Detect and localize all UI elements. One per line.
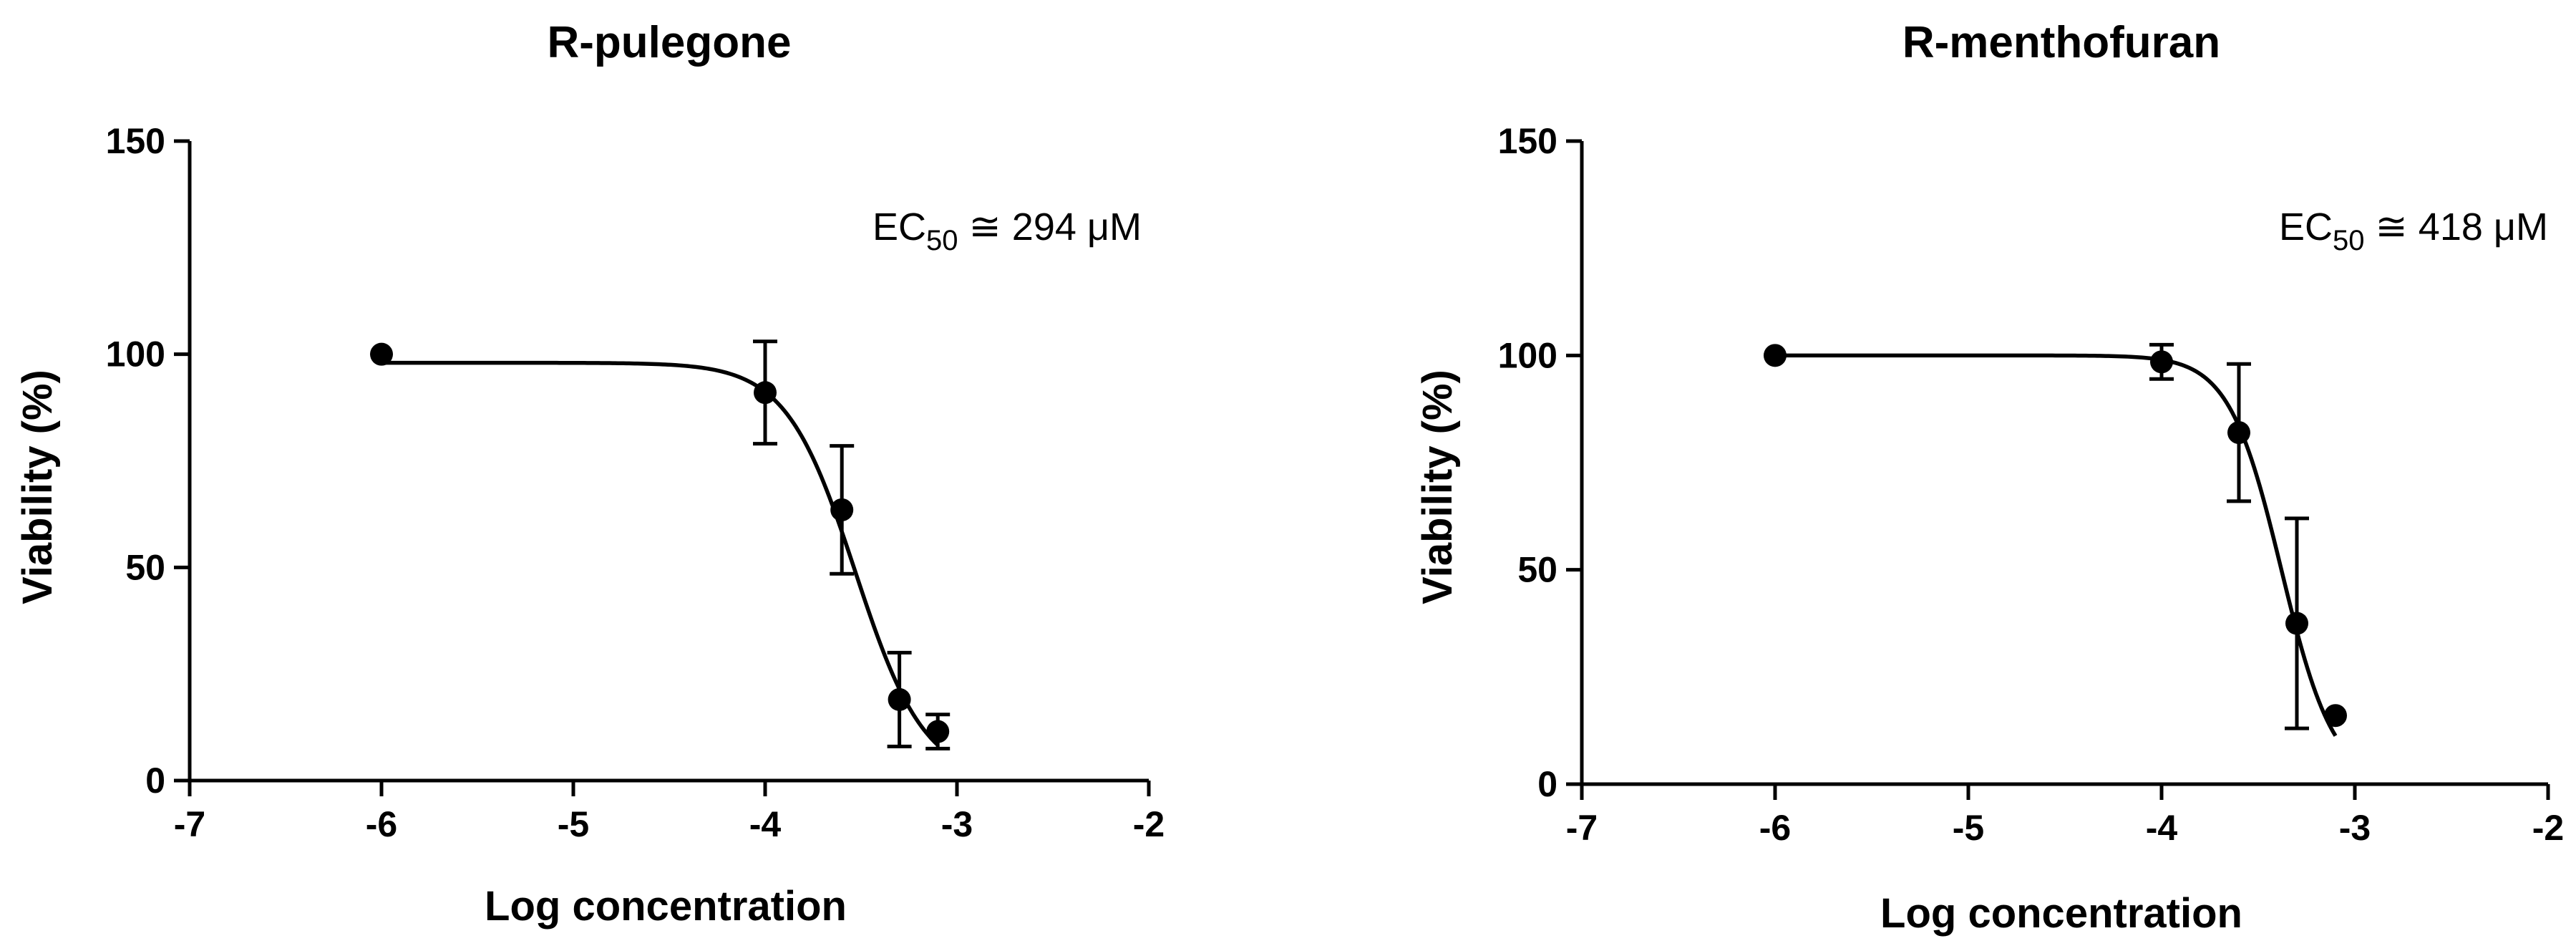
y-axis-label: Viability (%): [14, 370, 61, 604]
y-axis-label: Viability (%): [1414, 370, 1461, 604]
fit-curve: [381, 360, 940, 747]
x-axis-label: Log concentration: [1880, 890, 2242, 937]
x-tick-label: -7: [1566, 808, 1598, 848]
data-point: [1764, 344, 1787, 367]
y-tick-label: 150: [1498, 121, 1557, 161]
chart-title: R-menthofuran: [1902, 18, 2220, 67]
x-tick-label: -3: [2339, 808, 2371, 848]
axes: 0 50 100 150 -7 -6 -5 -4 -3 -2: [106, 121, 1165, 844]
axes: 0 50 100 150 -7 -6 -5 -4 -3 -2: [1498, 121, 2565, 848]
y-tick-label: 100: [1498, 335, 1557, 375]
chart-title: R-pulegone: [548, 18, 792, 67]
data-point: [2227, 421, 2250, 445]
x-tick-label: -7: [174, 804, 205, 844]
ec50-subscript: 50: [2333, 225, 2365, 256]
data-point: [888, 687, 911, 711]
y-tick-label: 150: [106, 121, 165, 161]
x-tick-label: -3: [941, 804, 973, 844]
data-point: [370, 342, 393, 366]
data-point: [2150, 350, 2173, 374]
x-tick-label: -2: [1133, 804, 1165, 844]
ec50-prefix: EC: [873, 206, 926, 248]
ec50-annotation: EC50 ≅ 294 μM: [873, 206, 1142, 256]
data-point: [754, 381, 777, 405]
data-point: [830, 498, 854, 521]
y-tick-label: 0: [1537, 764, 1557, 804]
ec50-value: ≅ 294 μM: [958, 206, 1142, 248]
ec50-prefix: EC: [2279, 206, 2333, 248]
y-tick-label: 100: [106, 334, 165, 375]
x-tick-label: -4: [749, 804, 782, 844]
x-tick-label: -4: [2146, 808, 2178, 848]
data-point: [2285, 612, 2308, 635]
y-tick-label: 0: [145, 761, 165, 801]
ec50-value: ≅ 418 μM: [2365, 206, 2548, 248]
x-tick-label: -5: [558, 804, 589, 844]
y-tick-label: 50: [125, 547, 165, 587]
x-axis-label: Log concentration: [485, 883, 847, 930]
ec50-annotation: EC50 ≅ 418 μM: [2279, 206, 2548, 256]
x-tick-label: -5: [1953, 808, 1984, 848]
x-tick-label: -2: [2532, 808, 2564, 848]
ec50-subscript: 50: [926, 225, 958, 256]
plot-marks: [370, 339, 951, 750]
data-point: [2324, 704, 2347, 728]
chart-panel-r-pulegone: R-pulegone EC50 ≅ 294 μM Log concentrati…: [14, 18, 1165, 930]
data-point: [926, 720, 950, 743]
fit-curve: [1775, 353, 2338, 737]
x-tick-label: -6: [1759, 808, 1791, 848]
y-tick-label: 50: [1517, 550, 1557, 590]
x-tick-label: -6: [366, 804, 397, 844]
plot-marks: [1764, 342, 2347, 737]
chart-panel-r-menthofuran: R-menthofuran EC50 ≅ 418 μM Log concentr…: [1414, 18, 2564, 937]
